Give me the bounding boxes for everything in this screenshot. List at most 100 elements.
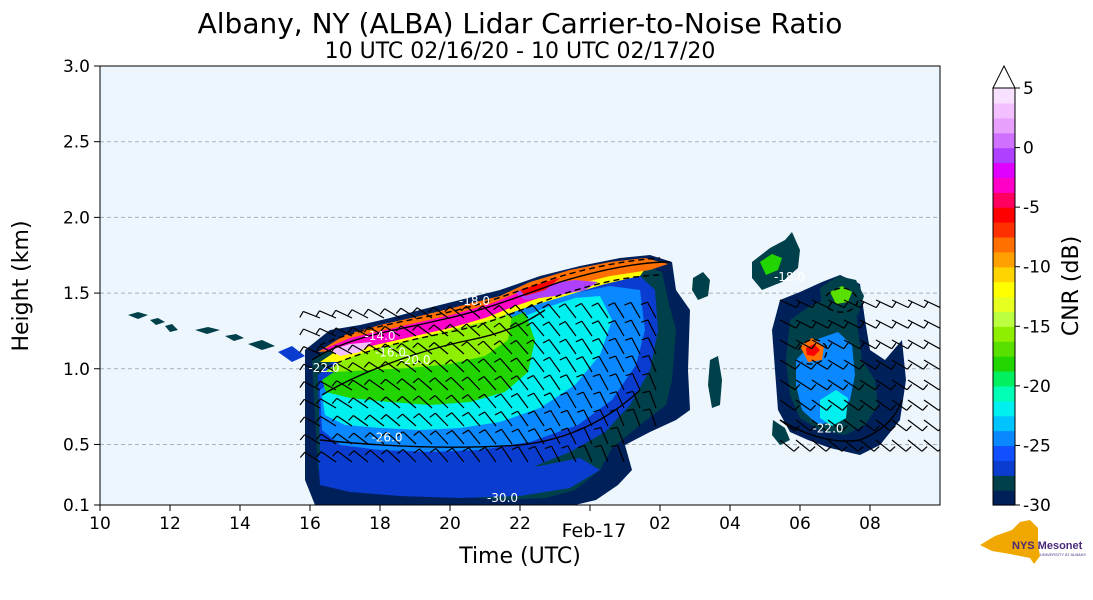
wind-barb [528, 445, 545, 463]
colorbar-segment [993, 236, 1015, 253]
wind-barb [592, 338, 609, 355]
wind-barb [510, 357, 529, 373]
wind-barb [510, 375, 529, 391]
wind-barb [642, 408, 657, 427]
colorbar-segment [993, 385, 1015, 402]
wind-barb [608, 319, 625, 337]
wind-barb [315, 433, 337, 445]
wind-barb [316, 451, 337, 463]
wind-barb [795, 319, 817, 329]
colorbar-extend-arrow [992, 64, 1016, 89]
wind-barb [461, 358, 481, 373]
colorbar-segment [993, 162, 1015, 178]
colorbar-segment [993, 192, 1015, 208]
wind-barb [626, 390, 641, 409]
wind-barb [827, 299, 849, 309]
wind-barb [395, 325, 417, 337]
colorbar-segment [993, 311, 1015, 327]
wind-barb [576, 373, 593, 391]
wind-barb [396, 360, 417, 373]
wind-barb [511, 428, 529, 445]
wind-barb [795, 439, 816, 452]
colorbar-tick-label: 5 [1023, 79, 1034, 99]
wind-barb [429, 448, 449, 463]
wind-barb [544, 445, 561, 463]
wind-barb [444, 341, 465, 355]
wind-barb [624, 319, 641, 337]
wind-barb [299, 328, 321, 337]
wind-barbs [299, 299, 940, 463]
wind-barb [315, 310, 337, 319]
wind-barb [395, 307, 417, 319]
wind-barb [493, 357, 513, 373]
wind-barb [559, 356, 577, 373]
wind-barb [811, 319, 833, 329]
wind-barb [495, 428, 513, 445]
y-tick-label: 3.0 [63, 57, 90, 77]
wind-barb [577, 445, 593, 463]
y-tick-label: 1.0 [63, 360, 90, 380]
wind-barb [811, 419, 832, 432]
cnr-streak-1 [128, 312, 148, 319]
wind-barb [608, 355, 625, 373]
wind-barb [843, 439, 864, 452]
colorbar-tick-label: 0 [1023, 139, 1034, 159]
wind-barb [795, 339, 817, 350]
wind-barb [640, 301, 657, 319]
wind-barb [347, 326, 369, 337]
wind-barb [542, 303, 561, 319]
colorbar-segment [993, 356, 1015, 372]
wind-barb [364, 414, 385, 427]
wind-barb [331, 397, 353, 409]
wind-barb [859, 439, 880, 452]
wind-barb [923, 339, 940, 350]
contour-line-1 [311, 261, 671, 361]
wind-barb [444, 323, 465, 337]
wind-barb [380, 431, 401, 445]
x-tick-label: 08 [859, 514, 881, 534]
colorbar-segment [993, 207, 1015, 223]
wind-barb [461, 376, 481, 391]
colorbar-segment [993, 296, 1015, 312]
x-tick-label: 16 [299, 514, 321, 534]
contour-label: -22.0 [812, 421, 843, 435]
wind-barb [413, 430, 433, 445]
wind-barb [843, 299, 865, 309]
colorbar-segment [993, 251, 1015, 268]
wind-barb [827, 379, 849, 391]
wind-barb [445, 359, 465, 373]
wind-barb [859, 359, 881, 370]
cnr-region-right-upper-green [830, 286, 852, 304]
contour-label: -22.0 [308, 361, 339, 375]
colorbar: 5 0 -5 -10 -15 -20 -25 -30 [992, 64, 1051, 516]
wind-barb [576, 391, 593, 409]
wind-barb [299, 310, 321, 319]
contour-label: -14.0 [364, 329, 395, 343]
cnr-streak-3 [165, 324, 178, 332]
x-tick-label: 22 [509, 514, 531, 534]
wind-barb [827, 359, 849, 370]
colorbar-tick-label: -25 [1023, 436, 1051, 456]
wind-barb [315, 398, 337, 409]
y-tick-label: 1.5 [63, 284, 90, 304]
wind-barb [299, 363, 321, 373]
wind-barb [811, 439, 832, 452]
cnr-field [128, 232, 906, 505]
wind-barb [891, 399, 912, 411]
wind-barb [593, 409, 609, 427]
wind-barb [543, 374, 561, 391]
wind-barb [461, 341, 481, 355]
wind-barb [364, 449, 385, 463]
x-tick-label: 20 [439, 514, 461, 534]
x-tick-label: 12 [159, 514, 181, 534]
wind-barb [315, 363, 337, 373]
wind-barb [607, 302, 625, 319]
wind-barb [299, 398, 321, 409]
wind-barb [779, 399, 800, 411]
colorbar-segment [993, 177, 1015, 193]
wind-barb [428, 342, 449, 355]
wind-barb [493, 322, 513, 337]
wind-barb [559, 374, 577, 391]
wind-barb [299, 416, 321, 427]
wind-barb [641, 354, 657, 373]
